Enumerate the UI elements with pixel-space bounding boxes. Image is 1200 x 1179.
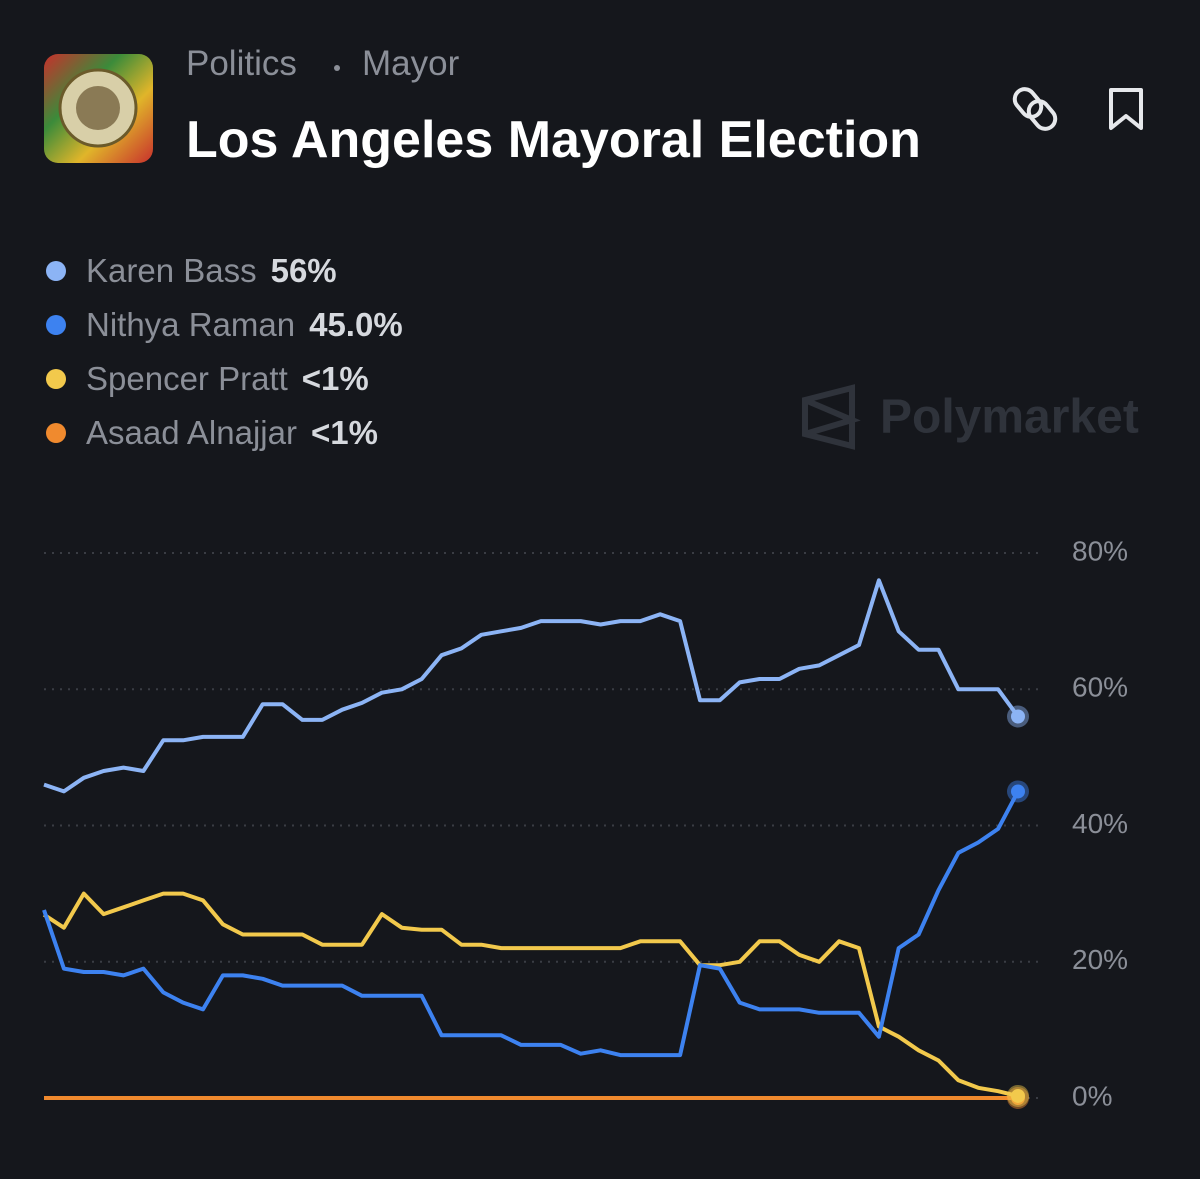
- legend-dot: [46, 369, 66, 389]
- separator: [334, 65, 340, 71]
- legend-name: Karen Bass: [86, 252, 257, 289]
- legend-entry: Nithya Raman 45.0%: [44, 298, 403, 352]
- legend-value: 45.0%: [309, 306, 403, 343]
- legend-entry: Karen Bass 56%: [44, 244, 403, 298]
- legend-value: 56%: [270, 252, 337, 289]
- bookmark-button[interactable]: [1109, 88, 1143, 130]
- legend-dot: [46, 261, 66, 281]
- watermark: Polymarket: [880, 391, 1139, 444]
- legend-value: <1%: [310, 414, 378, 451]
- legend-name: Asaad Alnajjar: [86, 414, 297, 451]
- legend-dot: [46, 315, 66, 335]
- y-tick-label: 40%: [1072, 808, 1128, 839]
- legend-dot: [46, 423, 66, 443]
- series-line: [42, 790, 1020, 1058]
- watermark-logo: [802, 384, 861, 450]
- series-line: [42, 891, 1019, 1098]
- legend-entry: Spencer Pratt <1%: [44, 352, 403, 406]
- end-dot: [1011, 709, 1025, 724]
- legend-value: <1%: [301, 360, 369, 397]
- y-tick-label: 60%: [1072, 672, 1128, 703]
- title: Los Angeles Mayoral Election: [186, 111, 921, 169]
- seal-inner: [76, 86, 120, 130]
- y-tick-label: 80%: [1072, 535, 1128, 566]
- legend-name: Nithya Raman: [86, 306, 296, 343]
- subcategory[interactable]: Mayor: [362, 44, 460, 83]
- legend: Karen Bass 56% Nithya Raman 45.0% Spencer Pr…: [44, 244, 403, 460]
- y-tick-label: 0%: [1072, 1080, 1112, 1111]
- link-button[interactable]: [1011, 85, 1060, 133]
- end-dot: [1011, 1088, 1025, 1103]
- y-tick-label: 20%: [1072, 944, 1128, 975]
- end-dot: [1011, 784, 1025, 799]
- legend-entry: Asaad Alnajjar <1%: [44, 406, 403, 460]
- category[interactable]: Politics: [186, 44, 297, 83]
- series-line: [43, 578, 1020, 794]
- legend-name: Spencer Pratt: [86, 360, 288, 397]
